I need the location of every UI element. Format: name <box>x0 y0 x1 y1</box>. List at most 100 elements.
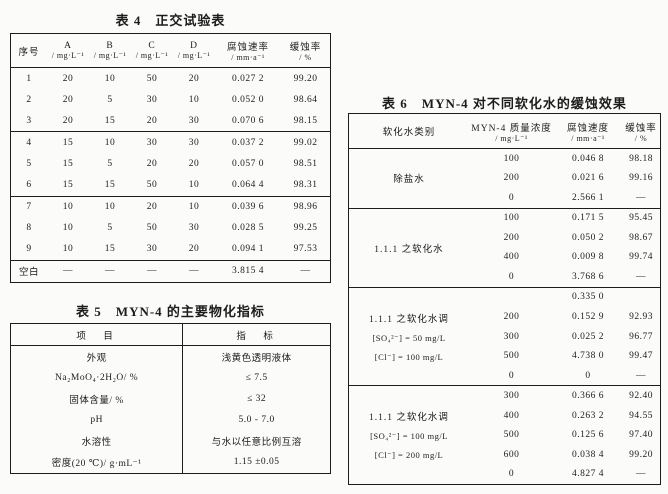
table-row: 400 0.009 8 99.74 <box>469 248 660 268</box>
cell: 0.009 8 <box>572 252 604 263</box>
table6-header-concentration: MYN-4 质量浓度 / mg·L⁻¹ <box>471 123 552 143</box>
cell: 15 <box>62 180 74 191</box>
cell: 600 <box>503 449 520 460</box>
table6-group-softened-water: 1.1.1 之软化水 100 0.171 5 95.45 200 0.050 2 98.… <box>349 207 660 287</box>
cell: — <box>300 266 311 277</box>
cell: 0 <box>508 271 515 282</box>
cell: 15 <box>62 158 74 169</box>
cell: 固体含量/ % <box>11 388 184 410</box>
cell: 水溶性 <box>11 430 184 452</box>
cell: 99.20 <box>293 73 318 84</box>
cell: — <box>636 192 646 203</box>
cell: 10 <box>62 202 74 213</box>
cell: — <box>189 266 199 277</box>
cell: 0.064 4 <box>232 180 264 191</box>
cell: 0 <box>508 370 515 381</box>
cell: 2.566 1 <box>572 192 604 203</box>
cell: 0.025 2 <box>572 331 604 342</box>
table5-title: 表 5 MYN-4 的主要物化指标 <box>76 304 265 319</box>
table5-physicochemical-indicators: 项 目 指 标 外观 浅黄色透明液体 Na₂MoO₄·2H₂O/ % ≤ 7.5 固… <box>10 323 331 474</box>
table4-header-d: D / mg·L⁻¹ <box>177 41 211 60</box>
group-label: 1.1.1 之软化水调 [SO₄²⁻] = 50 mg/L [Cl⁻] = 10… <box>369 314 449 362</box>
cell: 20 <box>188 244 200 255</box>
cell: 96.77 <box>629 331 653 342</box>
cell: — <box>147 266 157 277</box>
cell: 100 <box>503 213 520 224</box>
cell: 100 <box>503 153 520 164</box>
table-row: 0.335 0 <box>469 288 660 308</box>
cell: 7 <box>26 202 32 213</box>
cell: 0.050 2 <box>572 232 604 243</box>
cell: 15 <box>104 244 116 255</box>
cell: 0.057 0 <box>232 158 264 169</box>
cell: 50 <box>146 223 158 234</box>
cell: 0.037 2 <box>232 137 264 148</box>
cell: 500 <box>503 430 520 441</box>
cell: 0.152 9 <box>572 312 604 323</box>
table6-title: 表 6 MYN-4 对不同软化水的缓蚀效果 <box>382 96 627 111</box>
cell: 500 <box>503 351 520 362</box>
table-row: 0 3.768 6 — <box>469 267 660 287</box>
table4-group-2: 4 15 10 30 30 0.037 2 99.02 5 15 5 20 20 0.057 0 98.… <box>11 132 330 197</box>
cell: 98.31 <box>293 180 318 191</box>
table-row: 固体含量/ % ≤ 32 <box>11 388 330 410</box>
table6-inhibition-effect: 软化水类别 MYN-4 质量浓度 / mg·L⁻¹ 腐蚀速度 / mm·a⁻¹ 缓蚀… <box>348 113 661 485</box>
cell: 400 <box>503 252 520 263</box>
cell: 10 <box>62 223 74 234</box>
cell: 10 <box>188 94 200 105</box>
cell: 20 <box>146 202 158 213</box>
cell: 20 <box>146 115 158 126</box>
cell: 0.039 6 <box>232 202 264 213</box>
table-row: 7 10 10 20 10 0.039 6 98.96 <box>11 197 330 218</box>
cell: 30 <box>146 244 158 255</box>
cell: 0.027 2 <box>232 73 264 84</box>
cell: 4.827 4 <box>572 469 604 480</box>
cell: 98.67 <box>629 232 653 243</box>
table-row: 水溶性 与水以任意比例互溶 <box>11 430 330 452</box>
table-row: 5 15 5 20 20 0.057 0 98.51 <box>11 153 330 174</box>
cell: 92.93 <box>629 312 653 323</box>
cell: 8 <box>26 223 32 234</box>
cell: 5.0 - 7.0 <box>238 415 275 426</box>
cell: 0.028 5 <box>232 223 264 234</box>
cell: 98.51 <box>293 158 318 169</box>
cell: 30 <box>146 94 158 105</box>
cell: 10 <box>104 73 116 84</box>
cell: 0 <box>508 192 515 203</box>
table4-group-3: 7 10 10 20 10 0.039 6 98.96 8 10 5 50 30 0.028 5 99.… <box>11 197 330 261</box>
table6-header-row: 软化水类别 MYN-4 质量浓度 / mg·L⁻¹ 腐蚀速度 / mm·a⁻¹ 缓蚀… <box>349 114 660 149</box>
table-row: 300 0.366 6 92.40 <box>469 386 660 406</box>
group-label: 1.1.1 之软化水调 [SO₄²⁻] = 100 mg/L [Cl⁻] = 2… <box>369 413 449 461</box>
cell: 0.052 0 <box>232 94 264 105</box>
cell: 0.366 6 <box>572 391 604 402</box>
cell: 20 <box>62 94 74 105</box>
table-row: 200 0.050 2 98.67 <box>469 228 660 248</box>
cell: 20 <box>62 73 74 84</box>
cell: 0 <box>508 469 515 480</box>
cell: 200 <box>503 312 520 323</box>
table6-group-desalted-water: 除盐水 100 0.046 8 98.18 200 0.021 6 99.16 0 2.5… <box>349 149 660 208</box>
cell: 0 <box>585 370 591 381</box>
cell: 0.070 6 <box>232 115 264 126</box>
cell: 98.15 <box>293 115 318 126</box>
group-label: 1.1.1 之软化水 <box>374 244 444 255</box>
cell: 1 <box>26 73 32 84</box>
table6-group-adjusted-water-100: 1.1.1 之软化水调 [SO₄²⁻] = 100 mg/L [Cl⁻] = 2… <box>349 385 660 484</box>
table4-header-row: 序号 A / mg·L⁻¹ B / mg·L⁻¹ C / mg·L⁻¹ D / mg·L… <box>11 34 330 68</box>
table-row: 2 20 5 30 10 0.052 0 98.64 <box>11 89 330 110</box>
table-row: Na₂MoO₄·2H₂O/ % ≤ 7.5 <box>11 367 330 389</box>
table4-title: 表 4 正交试验表 <box>115 13 226 28</box>
cell: 2 <box>26 94 32 105</box>
cell: 97.53 <box>293 244 318 255</box>
cell: 30 <box>188 223 200 234</box>
cell: 10 <box>188 180 200 191</box>
cell: 5 <box>107 223 113 234</box>
cell: 4.738 0 <box>572 351 604 362</box>
cell: — <box>636 271 646 282</box>
cell: 30 <box>188 115 200 126</box>
cell: 300 <box>503 391 520 402</box>
cell: 97.40 <box>629 430 653 441</box>
cell: 与水以任意比例互溶 <box>211 438 302 449</box>
table-row: 200 0.021 6 99.16 <box>469 169 660 189</box>
cell: 0.021 6 <box>572 173 604 184</box>
